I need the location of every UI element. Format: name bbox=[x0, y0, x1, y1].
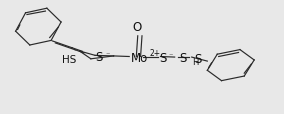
Text: O: O bbox=[133, 21, 142, 34]
Text: ⁻: ⁻ bbox=[105, 50, 109, 59]
Text: H: H bbox=[192, 58, 198, 67]
Text: S: S bbox=[159, 52, 167, 65]
Text: Mo: Mo bbox=[131, 52, 149, 65]
Text: S: S bbox=[179, 52, 187, 65]
Text: S: S bbox=[195, 52, 202, 65]
Text: ⁻: ⁻ bbox=[169, 51, 173, 60]
Text: 2+: 2+ bbox=[150, 49, 161, 57]
Text: S: S bbox=[95, 51, 103, 63]
Text: HS: HS bbox=[62, 54, 77, 64]
